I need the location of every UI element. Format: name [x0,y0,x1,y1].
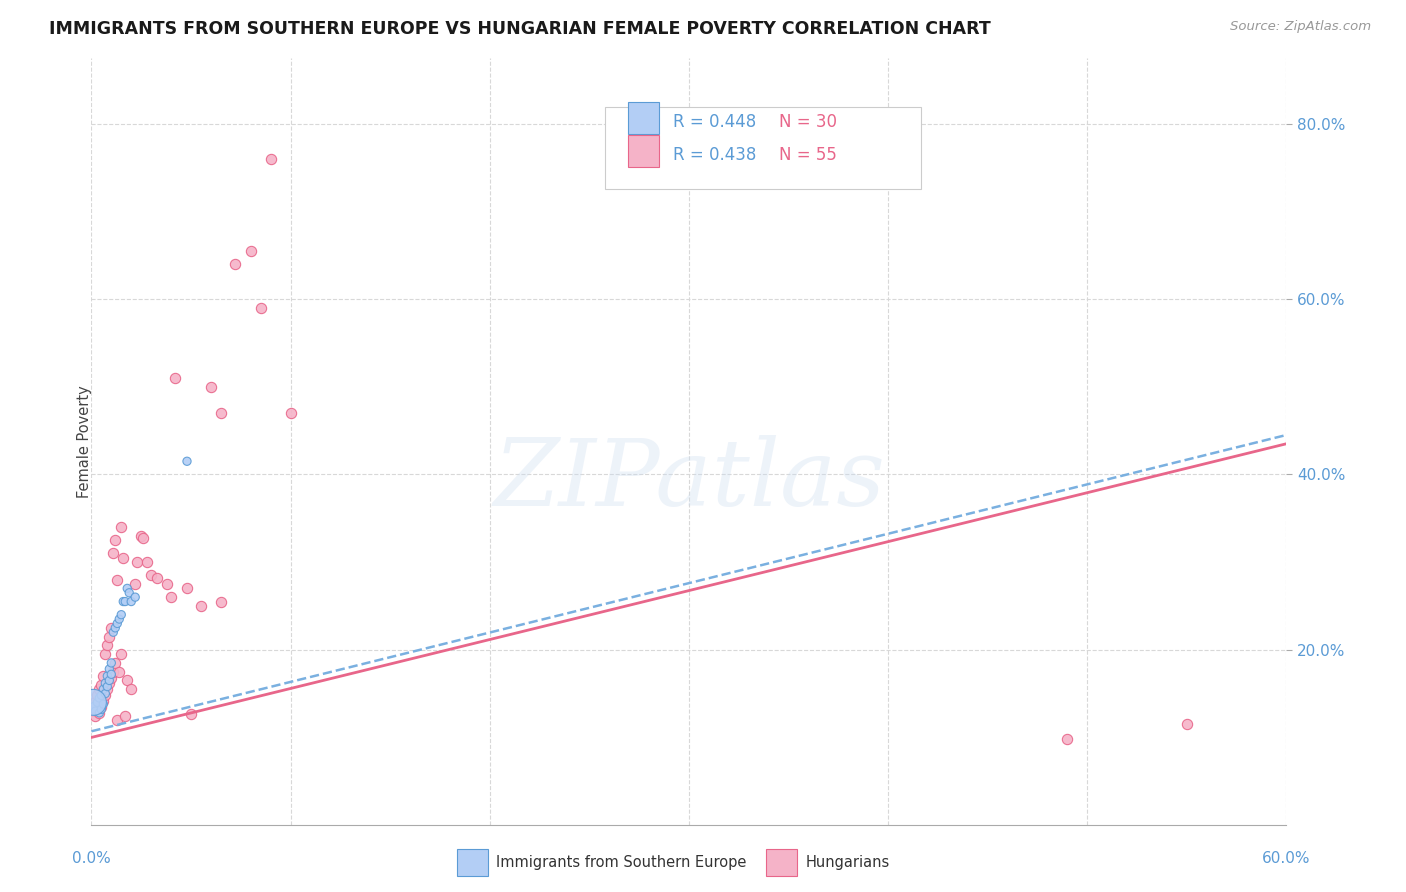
Point [141,568,162,582]
Point [114,594,136,608]
Point [89,706,111,720]
Point [132,531,155,545]
Point [100,656,122,670]
Point [93,697,115,711]
Point [94,647,117,661]
Point [82,699,104,714]
Point [96,680,118,694]
Point [110,607,132,622]
Point [94,689,117,703]
Point [98,676,121,690]
Point [94,687,117,701]
Point [90,699,112,714]
Point [127,555,149,569]
Text: Source: ZipAtlas.com: Source: ZipAtlas.com [1230,20,1371,33]
Text: N = 55: N = 55 [779,146,837,164]
Point [94,676,117,690]
Point [120,682,142,697]
Point [103,665,125,679]
Point [103,546,125,560]
Point [118,586,141,600]
Point [103,625,125,640]
Point [86,689,108,703]
Point [280,406,302,420]
Point [124,577,146,591]
Point [90,678,112,692]
Point [146,571,169,585]
Text: Hungarians: Hungarians [806,855,890,870]
Text: 0.0%: 0.0% [72,851,111,865]
Point [104,533,127,548]
Point [120,594,142,608]
Point [98,630,121,644]
Point [180,706,202,721]
Text: ZIPatlas: ZIPatlas [494,435,884,524]
Point [96,639,118,653]
Point [93,682,115,697]
Point [209,594,232,608]
Point [209,406,232,420]
Point [115,582,138,596]
Point [86,695,108,709]
Point [136,555,159,569]
Point [90,702,112,716]
Point [105,573,128,587]
Point [104,656,127,670]
Point [124,590,146,604]
Text: 60.0%: 60.0% [1263,851,1310,865]
Point [93,669,115,683]
Y-axis label: Female Poverty: Female Poverty [77,385,91,498]
Point [89,682,111,697]
Point [105,713,128,727]
Point [239,244,262,258]
Point [163,371,186,385]
Point [89,690,111,705]
Point [190,599,212,613]
Point [90,689,112,703]
Point [156,577,179,591]
Point [89,706,111,720]
Point [249,301,271,315]
Point [259,152,281,166]
Point [110,647,132,661]
Point [129,529,152,543]
Point [96,682,118,697]
Point [82,704,104,718]
Point [100,667,122,681]
Point [110,520,132,534]
Point [200,380,222,394]
Point [84,708,107,723]
Text: R = 0.448: R = 0.448 [673,113,756,131]
Point [98,662,121,676]
Point [98,673,121,688]
Point [1175,717,1198,731]
Point [176,582,198,596]
Text: R = 0.438: R = 0.438 [673,146,756,164]
Point [86,702,108,716]
Point [96,669,118,683]
Point [114,708,136,723]
Point [160,590,183,604]
Text: Immigrants from Southern Europe: Immigrants from Southern Europe [496,855,747,870]
Point [100,621,122,635]
Point [84,704,107,718]
Point [1056,732,1078,747]
Text: N = 30: N = 30 [779,113,837,131]
Point [108,665,131,679]
Point [100,671,122,685]
Point [112,550,135,565]
Point [84,695,107,709]
Point [224,257,246,271]
Text: IMMIGRANTS FROM SOUTHERN EUROPE VS HUNGARIAN FEMALE POVERTY CORRELATION CHART: IMMIGRANTS FROM SOUTHERN EUROPE VS HUNGA… [49,20,991,37]
Point [82,695,104,709]
Point [115,673,138,688]
Point [93,693,115,707]
Point [104,621,127,635]
Point [112,594,135,608]
Point [176,454,198,468]
Point [108,612,131,626]
Point [105,616,128,631]
